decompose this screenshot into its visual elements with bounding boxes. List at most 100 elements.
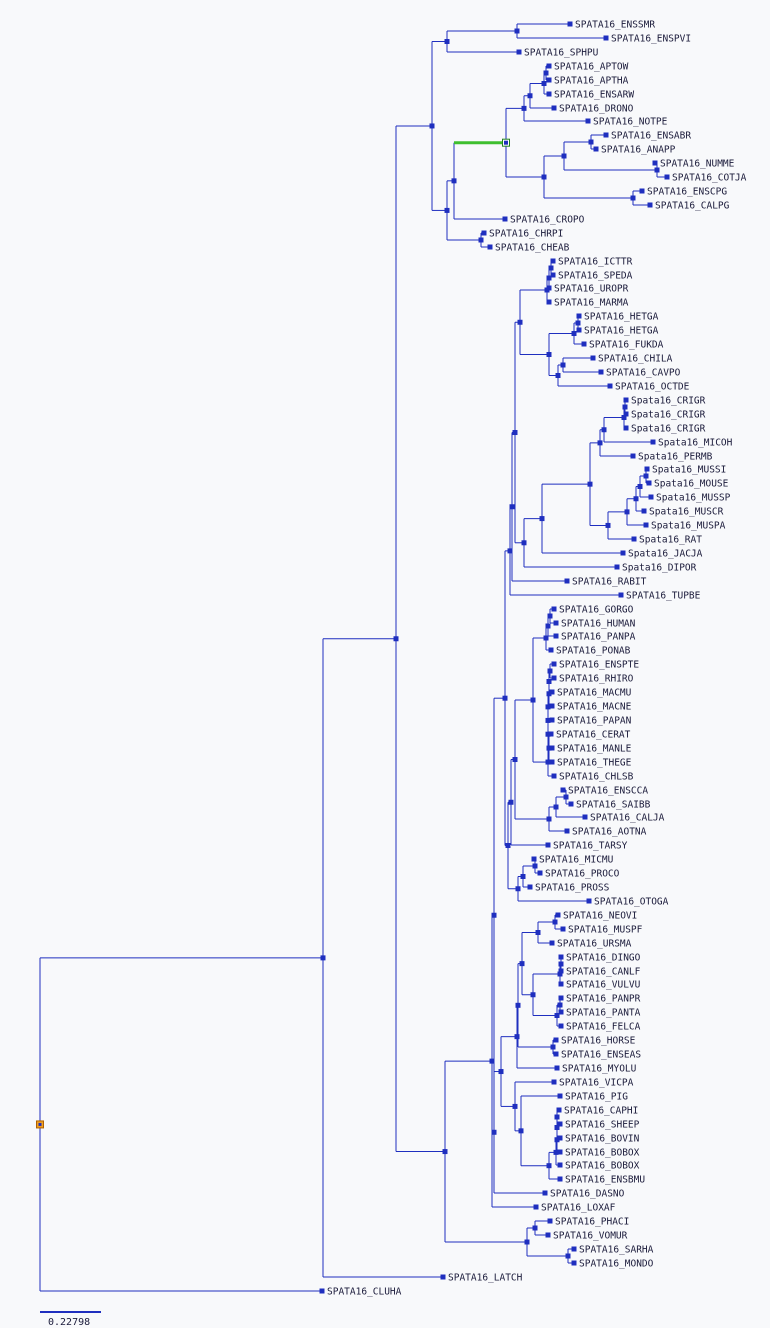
- internal-node-53[interactable]: [546, 816, 552, 822]
- leaf-label[interactable]: Spata16_RAT: [639, 535, 702, 546]
- internal-node-6[interactable]: [588, 139, 594, 145]
- internal-node-25[interactable]: [621, 415, 627, 420]
- leaf-node[interactable]: [546, 77, 552, 83]
- leaf-label[interactable]: SPATA16_SPHPU: [524, 48, 599, 59]
- internal-node-71[interactable]: [514, 1034, 520, 1040]
- leaf-node[interactable]: [558, 1023, 564, 1029]
- leaf-label[interactable]: Spata16_MOUSE: [654, 479, 729, 490]
- leaf-label[interactable]: Spata16_JACJA: [628, 549, 703, 560]
- internal-node-70[interactable]: [515, 1002, 521, 1008]
- leaf-node[interactable]: [547, 1218, 553, 1224]
- internal-node-49[interactable]: [545, 759, 551, 765]
- internal-node-31[interactable]: [624, 509, 630, 515]
- leaf-node[interactable]: [537, 870, 543, 876]
- internal-node-22[interactable]: [546, 352, 552, 357]
- leaf-label[interactable]: SPATA16_ENSABR: [611, 131, 691, 142]
- leaf-label[interactable]: SPATA16_MONDO: [579, 1259, 654, 1270]
- leaf-node[interactable]: [554, 1065, 560, 1071]
- internal-node-4[interactable]: [527, 93, 533, 99]
- leaf-label[interactable]: SPATA16_APTOW: [554, 62, 629, 73]
- leaf-node[interactable]: [557, 1121, 563, 1127]
- leaf-label[interactable]: SPATA16_CHILA: [598, 354, 673, 365]
- internal-node-63[interactable]: [558, 961, 564, 967]
- leaf-node[interactable]: [558, 1009, 564, 1015]
- leaf-node[interactable]: [582, 814, 588, 820]
- internal-node-73[interactable]: [554, 1125, 560, 1130]
- leaf-label[interactable]: SPATA16_CLUHA: [327, 1287, 402, 1298]
- internal-node-84[interactable]: [565, 1253, 571, 1259]
- leaf-label[interactable]: SPATA16_APTHA: [554, 76, 629, 87]
- internal-node-11[interactable]: [451, 178, 457, 184]
- internal-node-24[interactable]: [622, 404, 628, 410]
- leaf-node[interactable]: [545, 842, 551, 848]
- leaf-node[interactable]: [516, 49, 522, 55]
- leaf-node[interactable]: [593, 146, 599, 152]
- leaf-node[interactable]: [548, 647, 554, 653]
- leaf-label[interactable]: SPATA16_ENSPTE: [559, 660, 639, 671]
- internal-node-79[interactable]: [498, 1069, 504, 1075]
- leaf-label[interactable]: SPATA16_ICTTR: [558, 257, 633, 268]
- leaf-node[interactable]: [558, 954, 564, 960]
- internal-node-34[interactable]: [539, 516, 545, 522]
- internal-node-3[interactable]: [541, 81, 547, 86]
- internal-node-50[interactable]: [530, 697, 536, 703]
- leaf-label[interactable]: SPATA16_CHLSB: [559, 772, 634, 783]
- leaf-label[interactable]: SPATA16_OCTDE: [615, 382, 690, 393]
- leaf-node[interactable]: [646, 480, 652, 486]
- internal-node-12[interactable]: [478, 237, 484, 243]
- leaf-node[interactable]: [557, 1162, 563, 1168]
- internal-node-9[interactable]: [630, 195, 636, 201]
- leaf-label[interactable]: SPATA16_VULVU: [566, 980, 641, 991]
- leaf-label[interactable]: SPATA16_LATCH: [448, 1273, 523, 1284]
- internal-node-43[interactable]: [546, 679, 552, 684]
- leaf-label[interactable]: SPATA16_ENSEAS: [561, 1050, 641, 1061]
- leaf-label[interactable]: SPATA16_PANTA: [566, 1008, 641, 1019]
- leaf-label[interactable]: SPATA16_PIG: [565, 1092, 628, 1103]
- internal-node-38[interactable]: [507, 548, 513, 554]
- leaf-node[interactable]: [481, 230, 487, 236]
- leaf-node[interactable]: [586, 898, 592, 904]
- leaf-node[interactable]: [558, 968, 564, 974]
- internal-node-18[interactable]: [575, 320, 581, 326]
- internal-node-61[interactable]: [552, 919, 558, 925]
- leaf-label[interactable]: SPATA16_TARSY: [553, 841, 628, 852]
- leaf-node[interactable]: [558, 981, 564, 987]
- leaf-label[interactable]: Spata16_MUSPA: [651, 521, 726, 532]
- internal-node-21[interactable]: [555, 373, 561, 378]
- leaf-label[interactable]: SPATA16_PROCO: [545, 869, 620, 880]
- internal-node-23[interactable]: [517, 319, 523, 325]
- leaf-label[interactable]: SPATA16_SAIBB: [576, 800, 651, 811]
- internal-node-74[interactable]: [554, 1137, 560, 1143]
- leaf-label[interactable]: Spata16_CRIGR: [631, 396, 706, 407]
- leaf-node[interactable]: [644, 466, 650, 472]
- leaf-label[interactable]: SPATA16_ENSSMR: [575, 20, 655, 31]
- leaf-label[interactable]: SPATA16_DRONO: [559, 104, 634, 115]
- internal-node-44[interactable]: [546, 691, 552, 697]
- leaf-label[interactable]: SPATA16_TUPBE: [626, 591, 701, 602]
- leaf-node[interactable]: [664, 174, 670, 180]
- leaf-label[interactable]: SPATA16_HUMAN: [561, 619, 636, 630]
- leaf-node[interactable]: [614, 564, 620, 570]
- leaf-node[interactable]: [564, 578, 570, 584]
- leaf-label[interactable]: Spata16_DIPOR: [622, 563, 697, 574]
- leaf-label[interactable]: SPATA16_BOBOX: [565, 1161, 640, 1172]
- leaf-node[interactable]: [618, 592, 624, 598]
- leaf-node[interactable]: [623, 397, 629, 403]
- internal-node-69[interactable]: [550, 1044, 556, 1050]
- leaf-node[interactable]: [546, 299, 552, 305]
- leaf-node[interactable]: [551, 675, 557, 681]
- leaf-node[interactable]: [550, 272, 556, 278]
- internal-node-33[interactable]: [587, 481, 593, 487]
- internal-node-29[interactable]: [637, 484, 643, 489]
- leaf-node[interactable]: [553, 1037, 559, 1043]
- internal-node-0[interactable]: [514, 28, 520, 34]
- leaf-label[interactable]: Spata16_PERMB: [638, 452, 713, 463]
- leaf-node[interactable]: [641, 508, 647, 514]
- internal-node-41[interactable]: [543, 635, 549, 641]
- internal-node-2[interactable]: [543, 70, 549, 76]
- leaf-label[interactable]: SPATA16_CHEAB: [495, 243, 570, 254]
- leaf-node[interactable]: [623, 425, 629, 431]
- leaf-label[interactable]: SPATA16_MACMU: [557, 688, 632, 699]
- leaf-label[interactable]: Spata16_MUSSP: [656, 493, 731, 504]
- leaf-label[interactable]: SPATA16_THEGE: [557, 758, 632, 769]
